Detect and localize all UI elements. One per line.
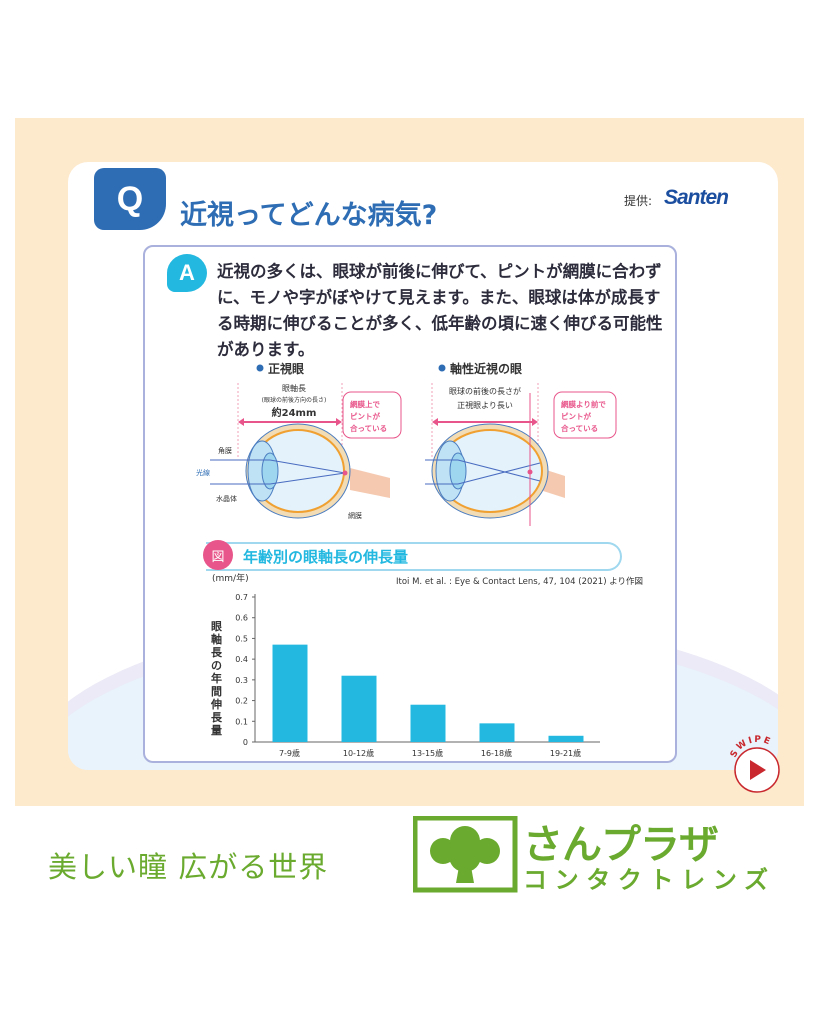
svg-text:(眼球の前後方向の長さ): (眼球の前後方向の長さ): [262, 396, 327, 404]
y-tick-label: 0.3: [235, 676, 248, 685]
svg-text:合っている: 合っている: [350, 423, 387, 433]
bar: [548, 735, 584, 742]
svg-text:コンタクトレンズ: コンタクトレンズ: [523, 866, 768, 894]
play-icon: [750, 760, 766, 780]
svg-text:網膜: 網膜: [348, 511, 362, 520]
myopic-eye: 軸性近視の眼 眼球の前後の長さが 正視眼より長い 網膜より前で ピントが 合って…: [425, 361, 617, 526]
y-tick-label: 0.7: [235, 593, 248, 602]
question-badge: Q: [94, 168, 166, 230]
chart-source: Itoi M. et al. : Eye & Contact Lens, 47,…: [396, 577, 644, 587]
svg-text:眼球の前後の長さが: 眼球の前後の長さが: [449, 386, 521, 396]
figure-badge: 図: [203, 540, 233, 570]
answer-panel: [143, 245, 677, 763]
y-tick-label: 0: [243, 738, 248, 747]
svg-text:ピントが: ピントが: [350, 411, 380, 421]
chart-title: 年齢別の眼軸長の伸長量: [243, 548, 409, 566]
myopic-eye-title: 軸性近視の眼: [450, 361, 522, 376]
page-title: 近視ってどんな病気?: [180, 200, 438, 231]
svg-text:さんプラザ: さんプラザ: [523, 822, 719, 868]
y-tick-label: 0.1: [235, 717, 248, 726]
svg-text:水晶体: 水晶体: [216, 494, 237, 503]
x-tick-label: 7-9歳: [279, 748, 300, 758]
normal-eye: 正視眼 眼軸長 (眼球の前後方向の長さ) 約24mm 角膜 光線 水晶体 網膜 …: [196, 361, 402, 520]
svg-text:眼軸長: 眼軸長: [282, 383, 306, 393]
svg-text:正視眼より長い: 正視眼より長い: [457, 401, 513, 410]
svg-text:角膜: 角膜: [218, 446, 232, 455]
normal-eye-title: 正視眼: [268, 361, 304, 376]
svg-text:約24mm: 約24mm: [272, 406, 317, 419]
y-tick-label: 0.2: [235, 697, 248, 706]
y-tick-label: 0.4: [235, 655, 248, 664]
x-tick-label: 10-12歳: [343, 748, 374, 758]
x-tick-label: 16-18歳: [481, 748, 512, 758]
eye-diagram: 正視眼 眼軸長 (眼球の前後方向の長さ) 約24mm 角膜 光線 水晶体 網膜 …: [196, 361, 617, 526]
answer-text: 近視の多くは、眼球が前後に伸びて、ピントが網膜に合わずに、モノや字がぼやけて見え…: [217, 262, 663, 359]
sanplaza-logo: さんプラザ コンタクトレンズ: [413, 816, 768, 894]
santen-logo: Santen: [664, 186, 729, 209]
bar: [410, 704, 446, 742]
y-tick-label: 0.5: [235, 634, 248, 643]
provider-label: 提供:: [624, 194, 653, 208]
svg-text:合っている: 合っている: [561, 423, 598, 433]
bar-chart: 0 0.1 0.2 0.3 0.4 0.5 0.6 0.7 7-9歳 10-12歳 13-15歳 16…: [235, 593, 600, 758]
svg-text:光線: 光線: [196, 468, 210, 477]
answer-badge: A: [167, 254, 207, 292]
svg-text:ピントが: ピントが: [561, 411, 591, 421]
y-axis-label: 眼軸長の年間伸長量: [211, 620, 222, 737]
bar: [341, 675, 377, 742]
bar: [479, 723, 515, 742]
slogan: 美しい瞳 広がる世界: [48, 850, 329, 884]
svg-text:網膜上で: 網膜上で: [350, 399, 380, 409]
chart-unit: (mm/年): [212, 574, 249, 584]
svg-text:網膜より前で: 網膜より前で: [561, 399, 606, 409]
bar: [272, 644, 308, 742]
swipe-button[interactable]: SWIPE: [726, 726, 790, 798]
chart-header: [206, 542, 622, 571]
x-tick-label: 13-15歳: [412, 748, 443, 758]
y-tick-label: 0.6: [235, 614, 248, 623]
x-tick-label: 19-21歳: [550, 748, 581, 758]
